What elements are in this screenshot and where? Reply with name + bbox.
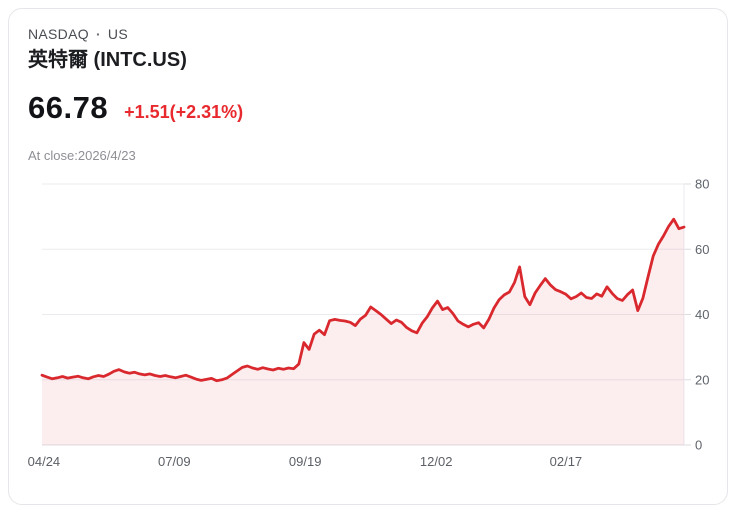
- y-axis-label-0: 0: [695, 438, 702, 453]
- price-row: 66.78 +1.51(+2.31%): [28, 92, 727, 123]
- x-axis-label-1: 07/09: [158, 454, 191, 469]
- x-axis-label-3: 12/02: [420, 454, 453, 469]
- dot-separator: ·: [95, 26, 101, 42]
- y-axis-label-60: 60: [695, 242, 709, 257]
- price-line: [40, 217, 686, 383]
- y-axis-label-80: 80: [695, 177, 709, 192]
- price-change: +1.51(+2.31%): [124, 102, 244, 122]
- region-label: US: [107, 26, 128, 42]
- exchange-row: NASDAQ · US: [28, 27, 727, 41]
- stock-header: NASDAQ · US 英特爾 (INTC.US) 66.78 +1.51(+2…: [9, 9, 727, 162]
- price-area-fill: [42, 219, 684, 445]
- stock-card: NASDAQ · US 英特爾 (INTC.US) 66.78 +1.51(+2…: [8, 8, 728, 505]
- stock-title: 英特爾 (INTC.US): [28, 49, 187, 71]
- x-axis-label-4: 02/17: [550, 454, 583, 469]
- exchange-label: NASDAQ: [28, 26, 89, 42]
- close-time: At close:2026/4/23: [28, 148, 136, 163]
- price: 66.78: [28, 90, 109, 125]
- y-axis-label-20: 20: [695, 372, 709, 387]
- y-axis-label-40: 40: [695, 307, 709, 322]
- x-axis-label-0: 04/24: [28, 454, 61, 469]
- x-axis-label-2: 09/19: [289, 454, 322, 469]
- price-chart[interactable]: 0 20 40 60 80 04/24 07/09 09/19 12/02 02/17: [9, 168, 728, 486]
- chart-area: 0 20 40 60 80 04/24 07/09 09/19 12/02 02/17: [9, 168, 728, 491]
